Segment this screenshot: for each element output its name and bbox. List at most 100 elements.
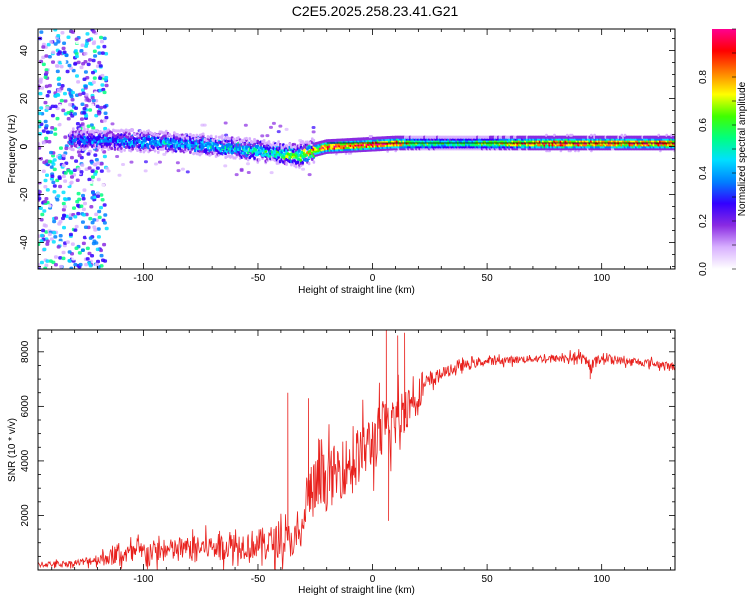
noise-cell	[60, 84, 65, 88]
colorbar-tick-label: 0.8	[698, 70, 709, 84]
noise-cell	[58, 61, 63, 65]
noise-cell	[97, 209, 102, 214]
noise-cell	[70, 242, 75, 246]
noise-cell	[74, 224, 79, 229]
noise-cell	[66, 35, 71, 40]
noise-cell	[49, 130, 54, 134]
noise-cell	[91, 58, 96, 63]
noise-cell	[54, 216, 59, 220]
noise-cell	[64, 146, 69, 151]
spectrum-cell	[243, 142, 247, 146]
noise-cell	[81, 213, 86, 217]
noise-cell	[50, 126, 55, 130]
noise-cell	[44, 124, 49, 128]
noise-cell	[70, 90, 75, 95]
noise-cell	[84, 262, 89, 267]
noise-cell	[43, 199, 48, 204]
noise-cell	[154, 159, 159, 163]
noise-cell	[62, 204, 67, 209]
noise-cell	[74, 246, 79, 250]
noise-cell	[50, 174, 55, 178]
noise-cell	[41, 62, 46, 67]
y-tick-label: 0	[19, 143, 30, 149]
noise-cell	[61, 208, 66, 212]
noise-cell	[144, 173, 149, 177]
noise-cell	[45, 239, 50, 243]
noise-cell	[89, 123, 94, 127]
noise-cell	[52, 167, 57, 172]
noise-cell	[243, 123, 248, 127]
noise-cell	[61, 190, 66, 195]
noise-cell	[66, 117, 71, 121]
noise-cell	[38, 206, 43, 210]
x-tick-label: 0	[370, 574, 376, 585]
noise-cell	[61, 174, 66, 179]
spectrum-cell	[213, 151, 216, 155]
noise-cell	[246, 170, 251, 174]
noise-cell	[80, 248, 85, 253]
noise-cell	[76, 191, 81, 196]
noise-cell	[100, 51, 105, 55]
noise-cell	[38, 77, 43, 81]
noise-cell	[91, 126, 96, 130]
noise-cell	[59, 264, 64, 269]
noise-cell	[74, 106, 79, 110]
noise-cell	[86, 62, 91, 67]
spectrum-cell	[147, 135, 150, 139]
noise-cell	[41, 140, 46, 144]
spectrum-cell	[221, 134, 224, 138]
noise-cell	[74, 74, 79, 78]
noise-cell	[93, 54, 98, 58]
noise-cell	[86, 124, 91, 128]
noise-cell	[52, 184, 57, 188]
noise-cell	[81, 91, 86, 95]
noise-cell	[99, 105, 104, 110]
noise-cell	[102, 90, 107, 95]
noise-cell	[63, 95, 68, 100]
noise-cell	[78, 262, 83, 267]
noise-cell	[45, 130, 50, 134]
noise-cell	[85, 32, 90, 36]
noise-cell	[70, 97, 75, 102]
spectrum-cell	[128, 132, 131, 136]
noise-cell	[74, 159, 79, 163]
spectrum-cell	[232, 137, 235, 141]
noise-cell	[100, 229, 105, 233]
spectrum-cell	[78, 127, 82, 131]
noise-cell	[307, 173, 312, 177]
noise-cell	[129, 160, 134, 164]
spectrum-cell	[189, 137, 192, 142]
noise-cell	[98, 64, 103, 68]
noise-cell	[55, 197, 60, 202]
noise-cell	[265, 134, 270, 138]
noise-cell	[102, 118, 107, 123]
noise-cell	[44, 68, 49, 72]
noise-cell	[67, 63, 72, 68]
noise-cell	[81, 196, 86, 201]
noise-cell	[58, 233, 63, 238]
noise-cell	[91, 116, 96, 121]
noise-cell	[90, 254, 95, 258]
noise-cell	[71, 257, 76, 261]
spectrum-cell	[291, 149, 295, 153]
noise-cell	[39, 122, 44, 127]
noise-cell	[234, 173, 239, 177]
noise-cell	[77, 251, 82, 255]
noise-cell	[92, 40, 97, 44]
noise-cell	[84, 93, 89, 97]
noise-cell	[68, 124, 73, 129]
spectrum-cell	[92, 146, 96, 150]
noise-cell	[49, 177, 54, 181]
noise-cell	[92, 218, 97, 222]
spectrum-cell	[86, 127, 90, 132]
noise-cell	[43, 224, 48, 228]
noise-cell	[95, 104, 100, 109]
noise-cell	[92, 195, 97, 200]
noise-cell	[94, 212, 99, 217]
noise-cell	[102, 105, 107, 109]
noise-cell	[79, 204, 84, 209]
noise-cell	[44, 173, 49, 178]
noise-cell	[101, 183, 106, 187]
spectrum-cell	[165, 129, 168, 133]
noise-cell	[95, 247, 100, 252]
